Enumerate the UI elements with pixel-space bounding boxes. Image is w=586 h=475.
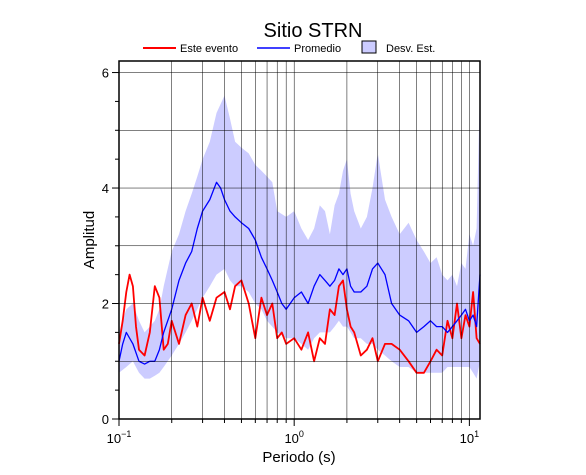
series-line-promedio [118, 181, 481, 365]
band-desv-est [119, 84, 480, 379]
legend-label-desv-est: Desv. Est. [386, 43, 435, 55]
legend-entry-promedio: Promedio [257, 43, 341, 55]
x-tick-label: 10−1 [107, 429, 132, 446]
y-axis-label: Amplitud [81, 211, 98, 269]
legend: Este evento Promedio Desv. Est. [143, 40, 435, 55]
y-tick-label: 6 [102, 66, 109, 81]
legend-label-este-evento: Este evento [180, 43, 238, 55]
x-axis-label: Periodo (s) [262, 449, 335, 466]
chart-title: Sitio STRN [264, 20, 363, 42]
legend-swatch-desv-est [361, 40, 377, 54]
y-tick-label: 2 [102, 297, 109, 312]
legend-entry-este-evento: Este evento [143, 43, 238, 55]
x-tick-label: 100 [284, 429, 303, 446]
plot-frame [118, 60, 481, 420]
series-line-este-evento [118, 273, 481, 374]
y-tick-label: 0 [102, 412, 109, 427]
y-tick-label: 4 [102, 181, 109, 196]
x-tick-label: 101 [460, 429, 479, 446]
legend-entry-desv-est: Desv. Est. [361, 40, 435, 55]
legend-label-promedio: Promedio [294, 43, 341, 55]
